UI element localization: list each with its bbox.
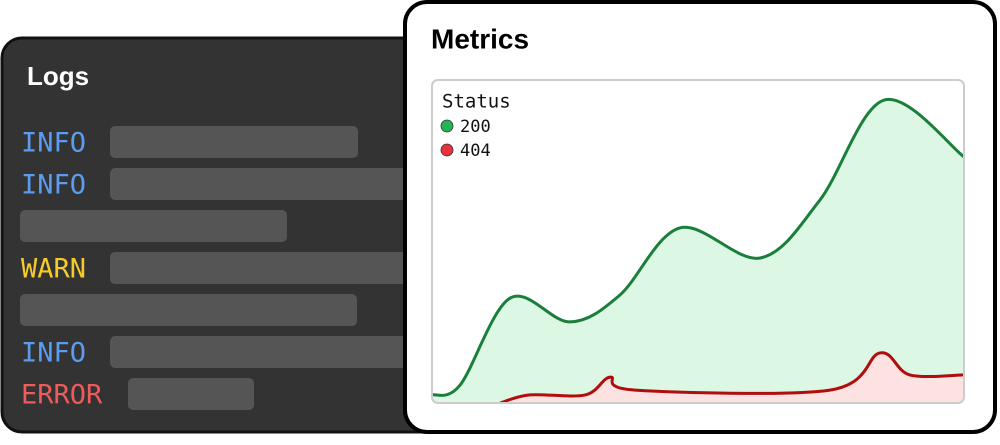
- log-line-placeholder: [110, 168, 440, 200]
- metrics-title: Metrics: [431, 23, 529, 54]
- log-line-placeholder: [110, 126, 358, 158]
- log-line-placeholder: [110, 336, 440, 368]
- series-area: [433, 99, 963, 402]
- logs-title: Logs: [27, 61, 89, 91]
- log-level: INFO: [21, 128, 86, 159]
- log-line-placeholder: [20, 210, 287, 242]
- logs-panel: Logs INFO INFO WARN INFO ERROR: [0, 36, 444, 434]
- legend-marker: [440, 143, 454, 157]
- log-line-placeholder: [110, 252, 440, 284]
- chart-frame: [431, 79, 965, 404]
- log-line-placeholder: [20, 294, 357, 326]
- series-line: [499, 351, 963, 402]
- series-line: [433, 98, 963, 397]
- plot: [433, 98, 963, 402]
- legend-marker: [440, 119, 454, 133]
- log-level: ERROR: [21, 380, 103, 411]
- log-level: INFO: [21, 338, 86, 369]
- legend-title: Status: [442, 91, 511, 113]
- metrics-panel: Metrics Status 200 404: [403, 0, 997, 434]
- legend-label: 200: [460, 117, 491, 137]
- log-level: INFO: [21, 170, 86, 201]
- legend-label: 404: [460, 141, 491, 161]
- log-line-placeholder: [128, 378, 254, 410]
- series-area: [500, 352, 963, 402]
- log-level: WARN: [21, 254, 86, 285]
